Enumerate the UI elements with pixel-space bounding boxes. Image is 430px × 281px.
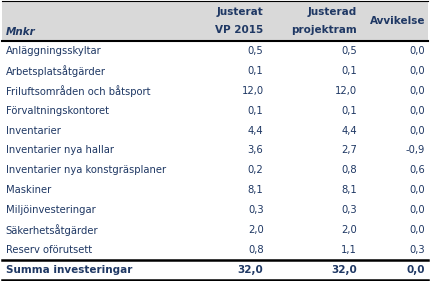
Text: 4,4: 4,4 [341, 126, 357, 135]
Text: 0,2: 0,2 [248, 165, 264, 175]
Text: Inventarier nya konstgräsplaner: Inventarier nya konstgräsplaner [6, 165, 166, 175]
Text: 4,4: 4,4 [248, 126, 264, 135]
Text: VP 2015: VP 2015 [215, 25, 264, 35]
Bar [2, 200, 428, 220]
Text: 0,0: 0,0 [410, 126, 425, 135]
Text: 8,1: 8,1 [248, 185, 264, 195]
Text: 0,1: 0,1 [341, 106, 357, 116]
Text: -0,9: -0,9 [406, 146, 425, 155]
Text: 0,1: 0,1 [248, 106, 264, 116]
Bar [2, 101, 428, 121]
Text: 0,6: 0,6 [409, 165, 425, 175]
Text: Friluftsområden och båtsport: Friluftsområden och båtsport [6, 85, 150, 97]
Text: Maskiner: Maskiner [6, 185, 51, 195]
Text: 0,0: 0,0 [410, 86, 425, 96]
Text: 0,8: 0,8 [248, 245, 264, 255]
Bar [2, 180, 428, 200]
Text: 0,0: 0,0 [410, 205, 425, 215]
Text: 0,0: 0,0 [410, 225, 425, 235]
Text: 0,5: 0,5 [341, 46, 357, 56]
Text: Miljöinvesteringar: Miljöinvesteringar [6, 205, 95, 215]
Bar [2, 160, 428, 180]
Bar [2, 1, 428, 41]
Text: 32,0: 32,0 [332, 265, 357, 275]
Text: 2,0: 2,0 [341, 225, 357, 235]
Text: Förvaltningskontoret: Förvaltningskontoret [6, 106, 109, 116]
Text: 0,8: 0,8 [341, 165, 357, 175]
Text: 0,3: 0,3 [341, 205, 357, 215]
Bar [2, 220, 428, 240]
Text: Inventarier: Inventarier [6, 126, 61, 135]
Text: Reserv oförutsett: Reserv oförutsett [6, 245, 92, 255]
Text: 12,0: 12,0 [335, 86, 357, 96]
Text: 3,6: 3,6 [248, 146, 264, 155]
Text: Säkerhetsåtgärder: Säkerhetsåtgärder [6, 224, 98, 236]
Text: 32,0: 32,0 [238, 265, 264, 275]
Text: 8,1: 8,1 [341, 185, 357, 195]
Text: 0,0: 0,0 [410, 185, 425, 195]
Text: 0,1: 0,1 [341, 66, 357, 76]
Text: Anläggningsskyltar: Anläggningsskyltar [6, 46, 101, 56]
Bar [2, 140, 428, 160]
Text: Justerat: Justerat [217, 7, 264, 17]
Text: 1,1: 1,1 [341, 245, 357, 255]
Text: 0,1: 0,1 [248, 66, 264, 76]
Text: 0,0: 0,0 [407, 265, 425, 275]
Text: 0,3: 0,3 [410, 245, 425, 255]
Text: Inventarier nya hallar: Inventarier nya hallar [6, 146, 114, 155]
Text: Avvikelse: Avvikelse [370, 16, 425, 26]
Text: Summa investeringar: Summa investeringar [6, 265, 132, 275]
Bar [2, 81, 428, 101]
Text: Justerad: Justerad [308, 7, 357, 17]
Text: Arbetsplatsåtgärder: Arbetsplatsåtgärder [6, 65, 106, 77]
Bar [2, 61, 428, 81]
Text: projektram: projektram [292, 25, 357, 35]
Text: 0,0: 0,0 [410, 46, 425, 56]
Bar [2, 240, 428, 260]
Text: Mnkr: Mnkr [6, 28, 35, 37]
Text: 0,3: 0,3 [248, 205, 264, 215]
Bar [2, 121, 428, 140]
Text: 2,7: 2,7 [341, 146, 357, 155]
Text: 0,5: 0,5 [248, 46, 264, 56]
Text: 0,0: 0,0 [410, 106, 425, 116]
Bar [2, 260, 428, 280]
Bar [2, 41, 428, 61]
Text: 0,0: 0,0 [410, 66, 425, 76]
Text: 2,0: 2,0 [248, 225, 264, 235]
Text: 12,0: 12,0 [241, 86, 264, 96]
